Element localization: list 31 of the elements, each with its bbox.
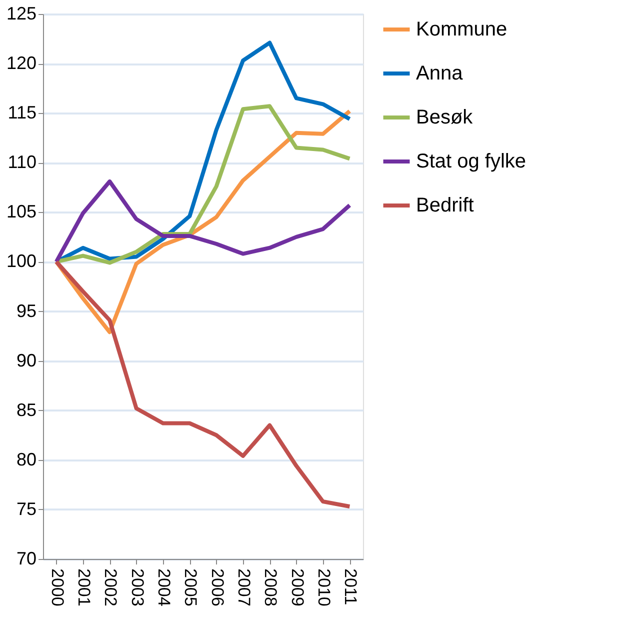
y-tick-label: 120 [6,53,36,74]
x-tick-label: 2011 [341,568,360,606]
y-tick-label: 85 [16,400,36,420]
y-tick-label: 90 [16,350,36,370]
x-tick-label: 2006 [208,568,227,606]
x-tick-label: 2010 [314,568,334,606]
y-tick-label: 125 [6,4,36,24]
line-series [54,260,352,508]
x-tick-label: 2000 [48,568,67,606]
x-tick-label: 2008 [261,568,280,606]
x-tick-label: 2005 [181,568,200,606]
y-tick-label: 115 [8,102,36,123]
y-tick-label: 80 [16,449,36,470]
y-tick-label: 70 [16,548,36,568]
legend-label: Stat og fylke [416,150,526,172]
x-tick-label: 2001 [74,568,94,606]
line-series [54,179,352,264]
x-tick-label: 2004 [154,568,174,606]
y-tick-label: 100 [6,251,36,272]
y-tick-label: 105 [6,202,36,222]
x-tick-label: 2009 [288,568,307,606]
x-tick-label: 2002 [101,568,120,606]
legend-label: Kommune [416,18,508,40]
y-tick-label: 110 [8,152,36,172]
legend-label: Anna [416,62,464,84]
y-tick-label: 95 [16,300,36,321]
x-tick-label: 2007 [234,568,254,606]
legend-label: Bedrift [416,194,474,216]
x-tick-label: 2003 [128,568,147,606]
y-tick-label: 75 [16,498,36,519]
legend-label: Besøk [416,106,474,128]
